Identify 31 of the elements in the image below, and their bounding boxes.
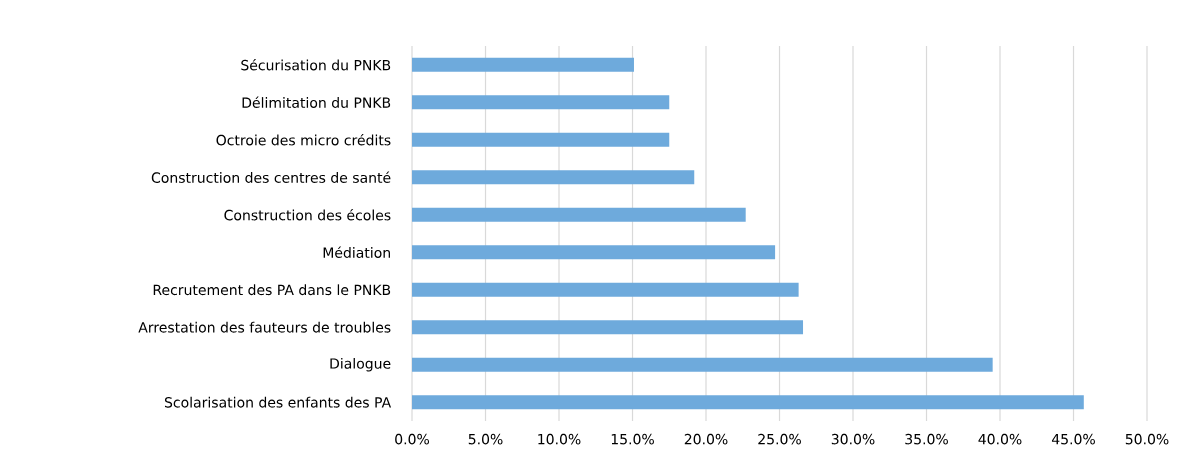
y-tick-label: Construction des centres de santé [151, 171, 391, 183]
x-tick-label: 5.0% [468, 433, 503, 445]
y-tick-label: Médiation [323, 246, 390, 258]
bar [412, 395, 1084, 410]
x-tick-label: 40.0% [978, 433, 1022, 445]
y-tick-label: Scolarisation des enfants des PA [164, 396, 392, 408]
bar [412, 170, 695, 185]
bar [412, 245, 776, 260]
y-tick-label: Délimitation du PNKB [242, 96, 391, 108]
x-tick-label: 25.0% [758, 433, 801, 445]
bar [412, 282, 799, 297]
x-tick-label: 30.0% [831, 433, 875, 445]
bar [412, 132, 670, 147]
bar [412, 207, 746, 222]
y-tick-label: Octroie des micro crédits [216, 134, 391, 146]
bar [412, 320, 804, 335]
x-tick-label: 50.0% [1125, 433, 1169, 445]
x-tick-label: 20.0% [684, 433, 728, 445]
y-tick-label: Sécurisation du PNKB [241, 59, 391, 71]
bar [412, 357, 993, 372]
bar [412, 57, 634, 72]
y-tick-label: Construction des écoles [224, 209, 391, 221]
y-tick-label: Dialogue [330, 357, 391, 372]
x-tick-label: 45.0% [1051, 433, 1095, 445]
x-tick-label: 15.0% [611, 433, 654, 445]
y-tick-label: Arrestation des fauteurs de troubles [138, 321, 391, 333]
y-tick-label: Recrutement des PA dans le PNKB [153, 284, 391, 296]
x-tick-label: 10.0% [538, 433, 581, 445]
bar [412, 95, 670, 110]
x-tick-label: 0.0% [395, 433, 430, 445]
x-tick-label: 35.0% [905, 433, 948, 445]
